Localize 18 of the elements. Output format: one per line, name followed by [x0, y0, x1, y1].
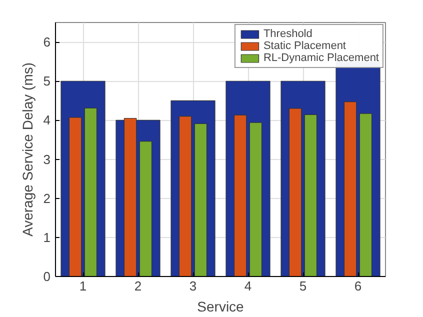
x-tick-label: 4 — [244, 278, 252, 294]
y-tick-label: 1 — [43, 230, 51, 245]
legend-label: Static Placement — [263, 40, 346, 52]
y-axis-title: Average Service Delay (ms) — [19, 62, 36, 237]
y-tick-label: 0 — [43, 269, 51, 284]
y-tick-label: 4 — [43, 112, 51, 128]
x-tick-label: 6 — [354, 278, 362, 294]
legend-label: RL-Dynamic Placement — [263, 52, 379, 64]
y-tick-label: 3 — [43, 152, 51, 167]
x-tick-label: 3 — [189, 278, 197, 294]
y-tick-label: 2 — [43, 190, 51, 206]
x-tick-label: 5 — [299, 278, 307, 294]
y-tick-label: 5 — [43, 74, 51, 89]
x-tick-label: 2 — [134, 278, 142, 294]
legend-label: Threshold — [263, 28, 312, 40]
x-axis-title: Service — [197, 298, 244, 314]
x-tick-label: 1 — [79, 278, 87, 294]
y-tick-label: 6 — [43, 34, 51, 50]
